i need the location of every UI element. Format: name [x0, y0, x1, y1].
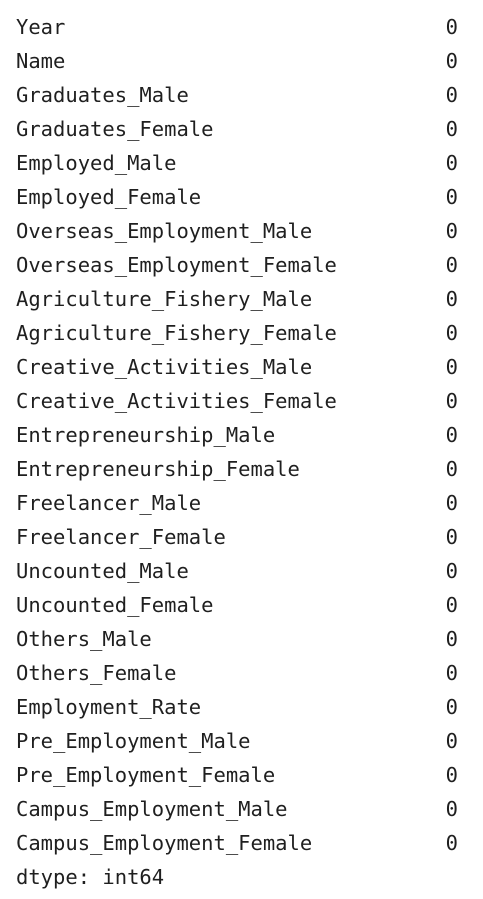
null-count: 0: [445, 355, 458, 379]
column-name: Campus_Employment_Female: [16, 831, 313, 855]
series-row-creative-activities-female: Creative_Activities_Female 0: [16, 384, 466, 418]
null-count: 0: [445, 15, 458, 39]
null-count: 0: [445, 253, 458, 277]
series-row-overseas-employment-male: Overseas_Employment_Male 0: [16, 214, 466, 248]
column-name: Overseas_Employment_Male: [16, 219, 313, 243]
series-row-agriculture-fishery-male: Agriculture_Fishery_Male 0: [16, 282, 466, 316]
column-name: Agriculture_Fishery_Female: [16, 321, 337, 345]
null-count: 0: [445, 593, 458, 617]
column-name: Agriculture_Fishery_Male: [16, 287, 313, 311]
series-row-pre-employment-female: Pre_Employment_Female 0: [16, 758, 466, 792]
null-count: 0: [445, 287, 458, 311]
series-row-others-female: Others_Female 0: [16, 656, 466, 690]
null-count: 0: [445, 389, 458, 413]
series-row-uncounted-female: Uncounted_Female 0: [16, 588, 466, 622]
null-count: 0: [445, 661, 458, 685]
series-row-others-male: Others_Male 0: [16, 622, 466, 656]
column-name: Uncounted_Male: [16, 559, 189, 583]
series-row-creative-activities-male: Creative_Activities_Male 0: [16, 350, 466, 384]
column-name: Campus_Employment_Male: [16, 797, 288, 821]
column-name: Others_Female: [16, 661, 177, 685]
column-name: Employment_Rate: [16, 695, 202, 719]
series-row-entrepreneurship-female: Entrepreneurship_Female 0: [16, 452, 466, 486]
column-name: Name: [16, 49, 66, 73]
null-count: 0: [445, 117, 458, 141]
dtype-line: dtype: int64: [16, 865, 165, 889]
series-row-overseas-employment-female: Overseas_Employment_Female 0: [16, 248, 466, 282]
column-name: Year: [16, 15, 66, 39]
null-count: 0: [445, 797, 458, 821]
column-name: Freelancer_Female: [16, 525, 226, 549]
column-name: Creative_Activities_Male: [16, 355, 313, 379]
series-row-campus-employment-female: Campus_Employment_Female 0: [16, 826, 466, 860]
series-row-freelancer-female: Freelancer_Female 0: [16, 520, 466, 554]
column-name: Graduates_Male: [16, 83, 189, 107]
null-count: 0: [445, 763, 458, 787]
null-count: 0: [445, 831, 458, 855]
series-row-name: Name 0: [16, 44, 466, 78]
column-name: Pre_Employment_Female: [16, 763, 276, 787]
column-name: Graduates_Female: [16, 117, 214, 141]
column-name: Entrepreneurship_Male: [16, 423, 276, 447]
null-count-output: Year 0 Name 0 Graduates_Male 0 Graduates…: [16, 10, 466, 894]
series-row-graduates-male: Graduates_Male 0: [16, 78, 466, 112]
column-name: Uncounted_Female: [16, 593, 214, 617]
null-count: 0: [445, 559, 458, 583]
null-count: 0: [445, 83, 458, 107]
column-name: Employed_Female: [16, 185, 202, 209]
null-count: 0: [445, 185, 458, 209]
series-row-employed-male: Employed_Male 0: [16, 146, 466, 180]
null-count: 0: [445, 219, 458, 243]
null-count: 0: [445, 49, 458, 73]
column-name: Entrepreneurship_Female: [16, 457, 300, 481]
null-count: 0: [445, 321, 458, 345]
column-name: Creative_Activities_Female: [16, 389, 337, 413]
series-row-uncounted-male: Uncounted_Male 0: [16, 554, 466, 588]
series-row-employed-female: Employed_Female 0: [16, 180, 466, 214]
column-name: Others_Male: [16, 627, 152, 651]
series-row-employment-rate: Employment_Rate 0: [16, 690, 466, 724]
series-row-year: Year 0: [16, 10, 466, 44]
column-name: Pre_Employment_Male: [16, 729, 251, 753]
series-row-freelancer-male: Freelancer_Male 0: [16, 486, 466, 520]
column-name: Employed_Male: [16, 151, 177, 175]
null-count: 0: [445, 151, 458, 175]
null-count: 0: [445, 627, 458, 651]
series-row-entrepreneurship-male: Entrepreneurship_Male 0: [16, 418, 466, 452]
series-row-graduates-female: Graduates_Female 0: [16, 112, 466, 146]
null-count: 0: [445, 457, 458, 481]
null-count: 0: [445, 525, 458, 549]
column-name: Freelancer_Male: [16, 491, 202, 515]
series-row-agriculture-fishery-female: Agriculture_Fishery_Female 0: [16, 316, 466, 350]
column-name: Overseas_Employment_Female: [16, 253, 337, 277]
null-count: 0: [445, 695, 458, 719]
series-row-campus-employment-male: Campus_Employment_Male 0: [16, 792, 466, 826]
series-row-pre-employment-male: Pre_Employment_Male 0: [16, 724, 466, 758]
null-count: 0: [445, 423, 458, 447]
null-count: 0: [445, 729, 458, 753]
null-count: 0: [445, 491, 458, 515]
